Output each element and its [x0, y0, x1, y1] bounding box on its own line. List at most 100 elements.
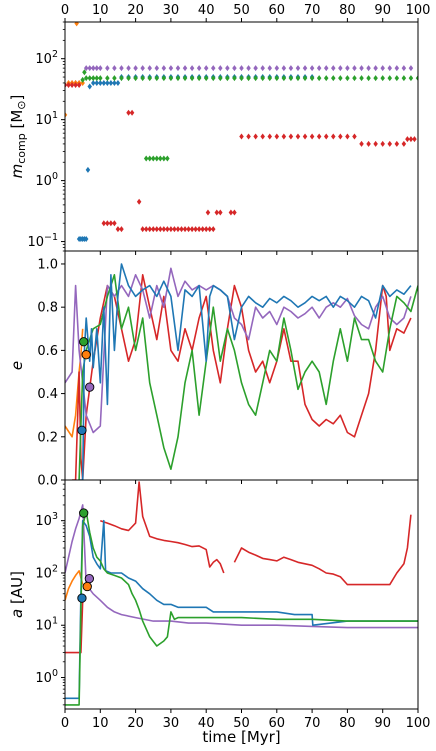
- mcomp-orange-marker: [80, 79, 85, 86]
- mcomp-red-marker: [200, 226, 205, 233]
- mcomp-purple-marker: [338, 65, 343, 72]
- mcomp-purple-marker: [316, 65, 322, 72]
- mcomp-purple-marker: [387, 65, 393, 72]
- mcomp-green-marker: [175, 75, 181, 82]
- mcomp-red-marker: [246, 133, 251, 140]
- ecc-green-start-marker: [79, 337, 89, 347]
- sma-purple-line: [65, 504, 418, 629]
- mcomp-green-marker: [260, 75, 265, 82]
- mcomp-purple-marker: [366, 65, 371, 72]
- mcomp-purple-marker: [345, 65, 350, 72]
- mcomp-purple-marker: [189, 65, 195, 72]
- mcomp-red-marker: [295, 133, 301, 140]
- bottom-xtick-label: 70: [304, 716, 321, 731]
- mcomp-green-marker: [380, 75, 385, 82]
- mcomp-green-marker: [415, 75, 418, 82]
- mcomp-red-marker: [218, 209, 223, 216]
- mcomp-green-marker: [203, 75, 209, 82]
- mcomp-green-marker: [274, 75, 280, 82]
- mcomp-green-marker: [281, 75, 287, 82]
- mcomp-green-marker: [345, 75, 350, 82]
- x-axis-label: time [Myr]: [202, 728, 280, 746]
- mcomp-green-marker: [126, 75, 131, 82]
- mcomp-red-marker: [101, 220, 107, 227]
- ecc-red-line: [72, 274, 412, 480]
- mcomp-purple-marker: [126, 65, 131, 72]
- mcomp-purple-marker: [112, 65, 117, 72]
- mcomp-green-marker: [246, 75, 251, 82]
- mcomp-green-marker: [154, 75, 160, 82]
- bottom-xtick-label: 60: [269, 716, 286, 731]
- mcomp-green-marker: [267, 75, 272, 82]
- mcomp-red-marker: [373, 140, 378, 147]
- mcomp-purple-marker: [154, 65, 160, 72]
- mcomp-purple-marker: [90, 65, 96, 72]
- mcomp-red-marker: [380, 140, 385, 147]
- mcomp-red-marker: [331, 133, 336, 140]
- mcomp-purple-marker: [133, 65, 138, 72]
- top-xtick-label: 60: [269, 3, 286, 18]
- mcomp-red-marker: [119, 226, 124, 233]
- mcomp-red-marker: [112, 220, 117, 227]
- mcomp-green-marker: [119, 75, 124, 82]
- mcomp-purple-marker: [87, 65, 92, 72]
- ecc-series-group: [65, 263, 418, 480]
- mcomp-blue-marker: [105, 79, 110, 86]
- mcomp-purple-marker: [380, 65, 385, 72]
- panel-sma: 100 101 102 103 0 10 20 30 40 50 60 70 80 90 100 a [AU]: [8, 479, 430, 731]
- mcomp-purple-marker: [232, 65, 237, 72]
- mcomp-green-marker: [98, 75, 103, 82]
- mcomp-red-marker: [172, 226, 177, 233]
- mcomp-red-marker: [182, 226, 188, 233]
- mcomp-red-marker: [115, 226, 121, 233]
- mcomp-ytick-label: 101: [35, 110, 58, 128]
- mcomp-ytick-label: 102: [35, 49, 58, 67]
- mcomp-red-marker: [108, 220, 114, 227]
- mcomp-orange-marker: [74, 22, 79, 27]
- mcomp-green-marker: [112, 75, 117, 82]
- sma-blue-start-marker: [77, 593, 87, 603]
- mcomp-green-marker: [168, 75, 174, 82]
- mcomp-purple-marker: [119, 65, 124, 72]
- mcomp-green-marker: [189, 75, 195, 82]
- mcomp-blue-marker: [94, 79, 100, 86]
- mcomp-orange-marker: [65, 111, 68, 118]
- mcomp-purple-marker: [401, 65, 407, 72]
- mcomp-green-marker: [352, 75, 357, 82]
- mcomp-green-marker: [154, 155, 160, 162]
- top-xtick-label: 10: [92, 3, 109, 18]
- mcomp-green-marker: [161, 155, 167, 162]
- mcomp-ytick-label: 100: [35, 171, 58, 189]
- mcomp-green-marker: [387, 75, 393, 82]
- mcomp-green-marker: [309, 75, 315, 82]
- sma-blue-line: [65, 519, 418, 700]
- mcomp-green-marker: [288, 75, 294, 82]
- bottom-xtick-label: 50: [233, 716, 250, 731]
- bottom-xtick-label: 40: [198, 716, 215, 731]
- mcomp-purple-marker: [274, 65, 280, 72]
- mcomp-red-marker: [345, 133, 350, 140]
- mcomp-blue-marker: [112, 79, 117, 86]
- mcomp-red-marker: [76, 82, 82, 89]
- bottom-xtick-label: 80: [339, 716, 356, 731]
- mcomp-red-marker: [129, 109, 135, 116]
- bottom-xtick-label: 90: [374, 716, 391, 731]
- mcomp-red-marker: [161, 226, 167, 233]
- mcomp-red-marker: [309, 133, 315, 140]
- mcomp-red-marker: [147, 226, 152, 233]
- mcomp-red-marker: [228, 209, 234, 216]
- mcomp-red-marker: [203, 226, 209, 233]
- mcomp-red-marker: [66, 82, 71, 89]
- mcomp-red-marker: [126, 109, 131, 116]
- ecc-ytick-label: 0.2: [37, 430, 58, 445]
- mcomp-red-marker: [359, 140, 364, 147]
- mcomp-green-marker: [133, 75, 138, 82]
- mcomp-red-marker: [394, 140, 400, 147]
- mcomp-green-marker: [401, 75, 407, 82]
- mcomp-red-marker: [405, 136, 410, 143]
- mcomp-red-marker: [412, 136, 417, 143]
- mcomp-purple-marker: [83, 65, 89, 72]
- mcomp-purple-marker: [211, 65, 216, 72]
- mcomp-green-marker: [182, 75, 188, 82]
